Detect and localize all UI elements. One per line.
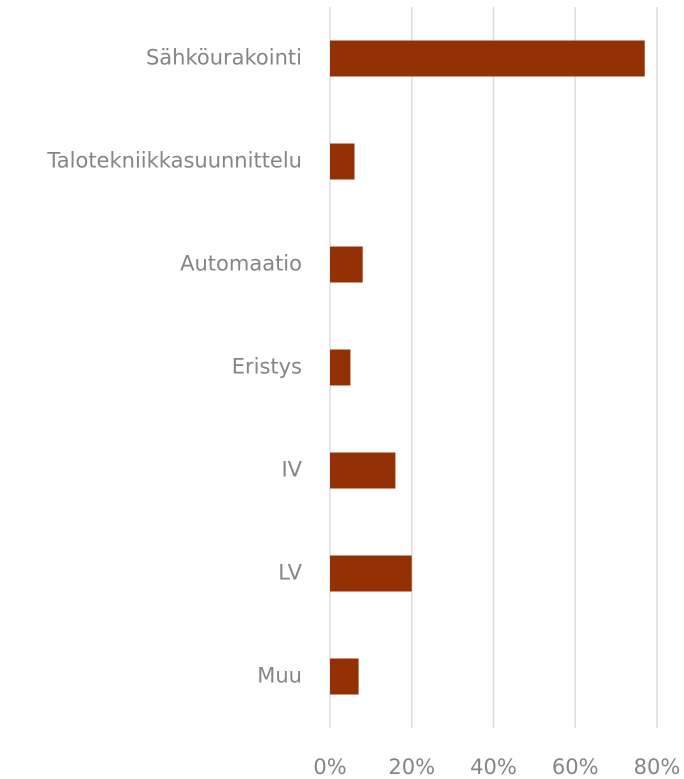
y-tick-label: Sähköurakointi (146, 46, 302, 70)
bar (330, 452, 396, 489)
x-tick-label: 40% (470, 755, 517, 779)
y-tick-label: Muu (257, 664, 302, 688)
x-tick-label: 20% (388, 755, 435, 779)
bar (330, 658, 359, 695)
y-tick-label: Talotekniikkasuunnittelu (46, 149, 302, 173)
bar (330, 246, 363, 283)
y-tick-label: Eristys (232, 355, 302, 379)
bar (330, 555, 412, 592)
bar (330, 40, 645, 77)
y-tick-label: LV (278, 561, 302, 585)
x-tick-label: 80% (634, 755, 681, 779)
bar (330, 143, 355, 180)
bar (330, 349, 351, 386)
x-tick-label: 60% (552, 755, 599, 779)
y-tick-label: IV (281, 458, 302, 482)
y-tick-label: Automaatio (180, 252, 302, 276)
x-tick-label: 0% (313, 755, 346, 779)
